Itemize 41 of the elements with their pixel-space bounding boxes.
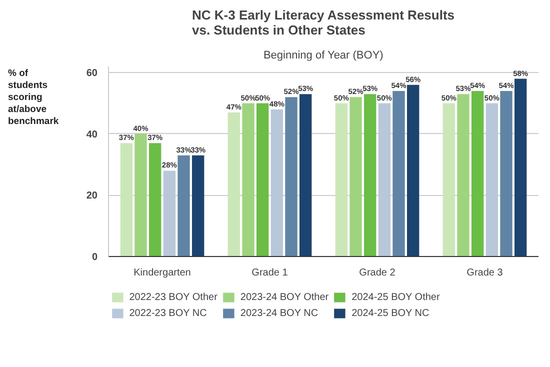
legend-label: 2023-24 BOY Other (240, 292, 329, 302)
bar (120, 143, 133, 256)
bar (285, 97, 298, 256)
bar (270, 109, 284, 256)
y-tick-label: 0 (92, 252, 98, 263)
y-tick-label: 60 (86, 68, 98, 80)
y-tick-label: 20 (86, 190, 98, 202)
bar (442, 103, 456, 256)
bar (378, 103, 391, 256)
chart-title: NC K-3 Early Literacy Assessment Results vs. Students in Other States (192, 8, 455, 38)
x-tick-label: Grade 2 (359, 268, 396, 278)
bar (163, 170, 176, 256)
bar (335, 103, 348, 256)
legend-label: 2022-23 BOY NC (129, 308, 207, 318)
bar (471, 91, 484, 256)
bar (350, 97, 362, 256)
bar (228, 112, 240, 256)
bar (406, 84, 420, 256)
legend-label: 2024-25 BOY Other (352, 292, 440, 302)
bar (486, 103, 498, 256)
bar (457, 94, 470, 256)
bar (134, 134, 147, 256)
bar (392, 91, 405, 256)
bar (500, 91, 512, 256)
bar (192, 155, 204, 256)
y-axis-title: % of students scoring at/above benchmark (8, 68, 59, 128)
x-tick-label: Kindergarten (134, 268, 191, 278)
legend-label: 2023-24 BOY NC (240, 308, 318, 318)
y-tick-label: 40 (86, 129, 98, 140)
bar (299, 94, 312, 256)
x-tick-label: Grade 3 (466, 268, 504, 278)
bar (514, 78, 527, 256)
bar (256, 103, 269, 256)
bar (242, 103, 254, 256)
legend-label: 2022-23 BOY Other (129, 292, 218, 302)
chart-subtitle: Beginning of Year (BOY) (263, 50, 384, 62)
legend-label: 2024-25 BOY NC (352, 308, 430, 318)
x-tick-label: Grade 1 (252, 268, 288, 278)
bar (364, 94, 376, 256)
bar (178, 155, 190, 256)
bar (148, 143, 162, 256)
